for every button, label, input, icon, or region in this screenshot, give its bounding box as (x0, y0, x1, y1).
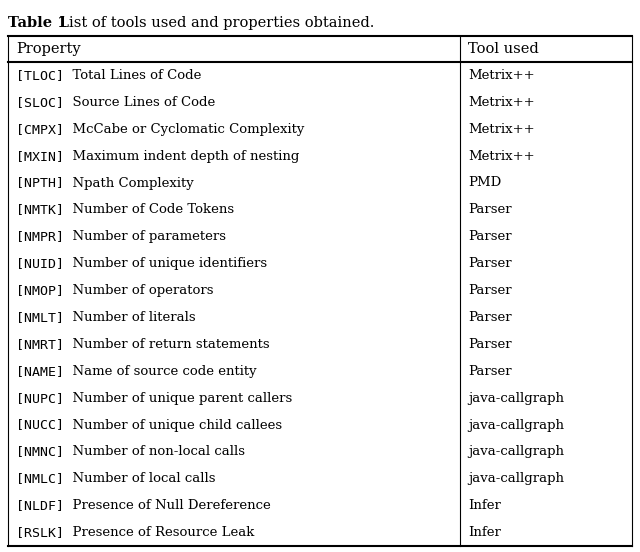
Text: Parser: Parser (468, 284, 512, 297)
Text: Number of unique parent callers: Number of unique parent callers (64, 391, 292, 405)
Text: [NUPC]: [NUPC] (16, 391, 64, 405)
Text: Number of local calls: Number of local calls (64, 473, 216, 485)
Text: [NMLT]: [NMLT] (16, 311, 64, 324)
Text: Name of source code entity: Name of source code entity (64, 365, 257, 378)
Text: [NUID]: [NUID] (16, 257, 64, 270)
Text: Number of parameters: Number of parameters (64, 230, 226, 243)
Text: Maximum indent depth of nesting: Maximum indent depth of nesting (64, 150, 300, 163)
Text: Property: Property (16, 42, 81, 56)
Text: [NMOP]: [NMOP] (16, 284, 64, 297)
Text: [MXIN]: [MXIN] (16, 150, 64, 163)
Text: Parser: Parser (468, 365, 512, 378)
Text: [NMPR]: [NMPR] (16, 230, 64, 243)
Text: java-callgraph: java-callgraph (468, 473, 564, 485)
Text: Tool used: Tool used (468, 42, 539, 56)
Text: McCabe or Cyclomatic Complexity: McCabe or Cyclomatic Complexity (64, 123, 305, 136)
Text: PMD: PMD (468, 177, 502, 189)
Text: java-callgraph: java-callgraph (468, 445, 564, 458)
Text: List of tools used and properties obtained.: List of tools used and properties obtain… (50, 16, 374, 30)
Text: Parser: Parser (468, 257, 512, 270)
Text: Number of non-local calls: Number of non-local calls (64, 445, 245, 458)
Text: Total Lines of Code: Total Lines of Code (64, 69, 202, 82)
Text: Number of unique child callees: Number of unique child callees (64, 418, 282, 432)
Text: Parser: Parser (468, 230, 512, 243)
Text: java-callgraph: java-callgraph (468, 391, 564, 405)
Text: Infer: Infer (468, 526, 501, 539)
Text: Source Lines of Code: Source Lines of Code (64, 96, 215, 109)
Text: Parser: Parser (468, 203, 512, 216)
Text: Number of return statements: Number of return statements (64, 338, 269, 351)
Text: [TLOC]: [TLOC] (16, 69, 64, 82)
Text: [NUCC]: [NUCC] (16, 418, 64, 432)
Text: Number of literals: Number of literals (64, 311, 196, 324)
Text: Parser: Parser (468, 311, 512, 324)
Text: Metrix++: Metrix++ (468, 69, 535, 82)
Text: [NPTH]: [NPTH] (16, 177, 64, 189)
Text: Metrix++: Metrix++ (468, 123, 535, 136)
Text: Number of operators: Number of operators (64, 284, 214, 297)
Text: [NLDF]: [NLDF] (16, 499, 64, 512)
Text: [CMPX]: [CMPX] (16, 123, 64, 136)
Text: [NMTK]: [NMTK] (16, 203, 64, 216)
Text: Presence of Resource Leak: Presence of Resource Leak (64, 526, 254, 539)
Text: Infer: Infer (468, 499, 501, 512)
Text: Npath Complexity: Npath Complexity (64, 177, 194, 189)
Text: [RSLK]: [RSLK] (16, 526, 64, 539)
Text: [NMLC]: [NMLC] (16, 473, 64, 485)
Text: Parser: Parser (468, 338, 512, 351)
Text: [NMRT]: [NMRT] (16, 338, 64, 351)
Text: [NMNC]: [NMNC] (16, 445, 64, 458)
Text: [NAME]: [NAME] (16, 365, 64, 378)
Text: Metrix++: Metrix++ (468, 96, 535, 109)
Text: Presence of Null Dereference: Presence of Null Dereference (64, 499, 271, 512)
Text: java-callgraph: java-callgraph (468, 418, 564, 432)
Text: Table 1: Table 1 (8, 16, 67, 30)
Text: Number of Code Tokens: Number of Code Tokens (64, 203, 234, 216)
Text: Metrix++: Metrix++ (468, 150, 535, 163)
Text: Number of unique identifiers: Number of unique identifiers (64, 257, 267, 270)
Text: [SLOC]: [SLOC] (16, 96, 64, 109)
